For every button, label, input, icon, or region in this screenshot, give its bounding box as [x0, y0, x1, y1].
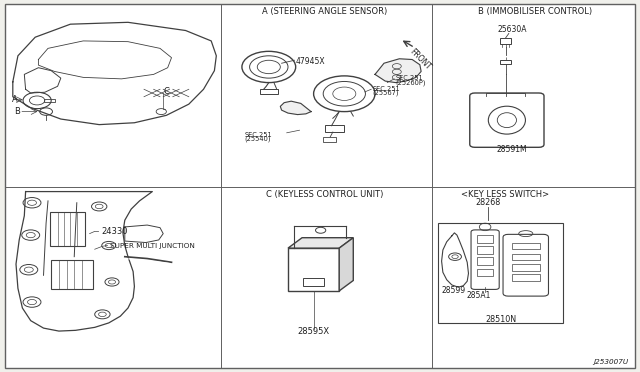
- Text: 285A1: 285A1: [467, 291, 491, 300]
- Text: 28268: 28268: [475, 198, 500, 207]
- Bar: [50, 212, 85, 246]
- Text: 28599: 28599: [441, 286, 465, 295]
- Bar: [260, 89, 278, 94]
- Bar: [477, 269, 493, 276]
- Bar: [477, 235, 493, 243]
- Text: (25540): (25540): [244, 136, 271, 142]
- Bar: [512, 264, 540, 271]
- Bar: [512, 274, 540, 281]
- Polygon shape: [13, 22, 216, 125]
- Text: A: A: [12, 95, 17, 104]
- Bar: [500, 38, 511, 44]
- Text: B (IMMOBILISER CONTROL): B (IMMOBILISER CONTROL): [478, 7, 592, 16]
- Polygon shape: [339, 238, 353, 291]
- Bar: [512, 254, 540, 260]
- Text: (25567): (25567): [372, 90, 399, 96]
- Bar: [44, 99, 55, 102]
- Text: A (STEERING ANGLE SENSOR): A (STEERING ANGLE SENSOR): [262, 7, 388, 16]
- Bar: [325, 125, 344, 132]
- Text: B: B: [14, 107, 20, 116]
- Text: 25630A: 25630A: [497, 25, 527, 34]
- Polygon shape: [288, 238, 353, 248]
- Polygon shape: [375, 59, 421, 83]
- Bar: [288, 248, 339, 291]
- Bar: [512, 243, 540, 249]
- Bar: [500, 60, 511, 64]
- Bar: [323, 137, 336, 142]
- Text: SUPER MULTI JUNCTION: SUPER MULTI JUNCTION: [110, 243, 195, 248]
- Text: 47945X: 47945X: [296, 57, 325, 65]
- Text: <KEY LESS SWITCH>: <KEY LESS SWITCH>: [461, 190, 549, 199]
- Text: FRONT: FRONT: [408, 47, 433, 72]
- Text: J253007U: J253007U: [593, 359, 628, 365]
- Text: (25260P): (25260P): [396, 79, 426, 86]
- Bar: [438, 223, 563, 323]
- Polygon shape: [280, 101, 311, 115]
- Bar: [477, 246, 493, 254]
- Bar: [303, 278, 324, 286]
- Text: C: C: [163, 87, 169, 96]
- Polygon shape: [16, 192, 152, 331]
- Text: 24330: 24330: [101, 227, 127, 236]
- Bar: [51, 260, 93, 289]
- Text: SEC.251: SEC.251: [244, 132, 272, 138]
- FancyBboxPatch shape: [503, 234, 548, 296]
- Text: 28591M: 28591M: [497, 145, 527, 154]
- Bar: [477, 257, 493, 265]
- Text: SEC.251: SEC.251: [372, 86, 400, 92]
- Text: C (KEYLESS CONTROL UNIT): C (KEYLESS CONTROL UNIT): [266, 190, 384, 199]
- Text: 28595X: 28595X: [298, 327, 330, 336]
- Text: SEC.251: SEC.251: [396, 75, 423, 81]
- Text: 28510N: 28510N: [485, 315, 516, 324]
- FancyBboxPatch shape: [471, 230, 499, 289]
- Polygon shape: [442, 233, 468, 287]
